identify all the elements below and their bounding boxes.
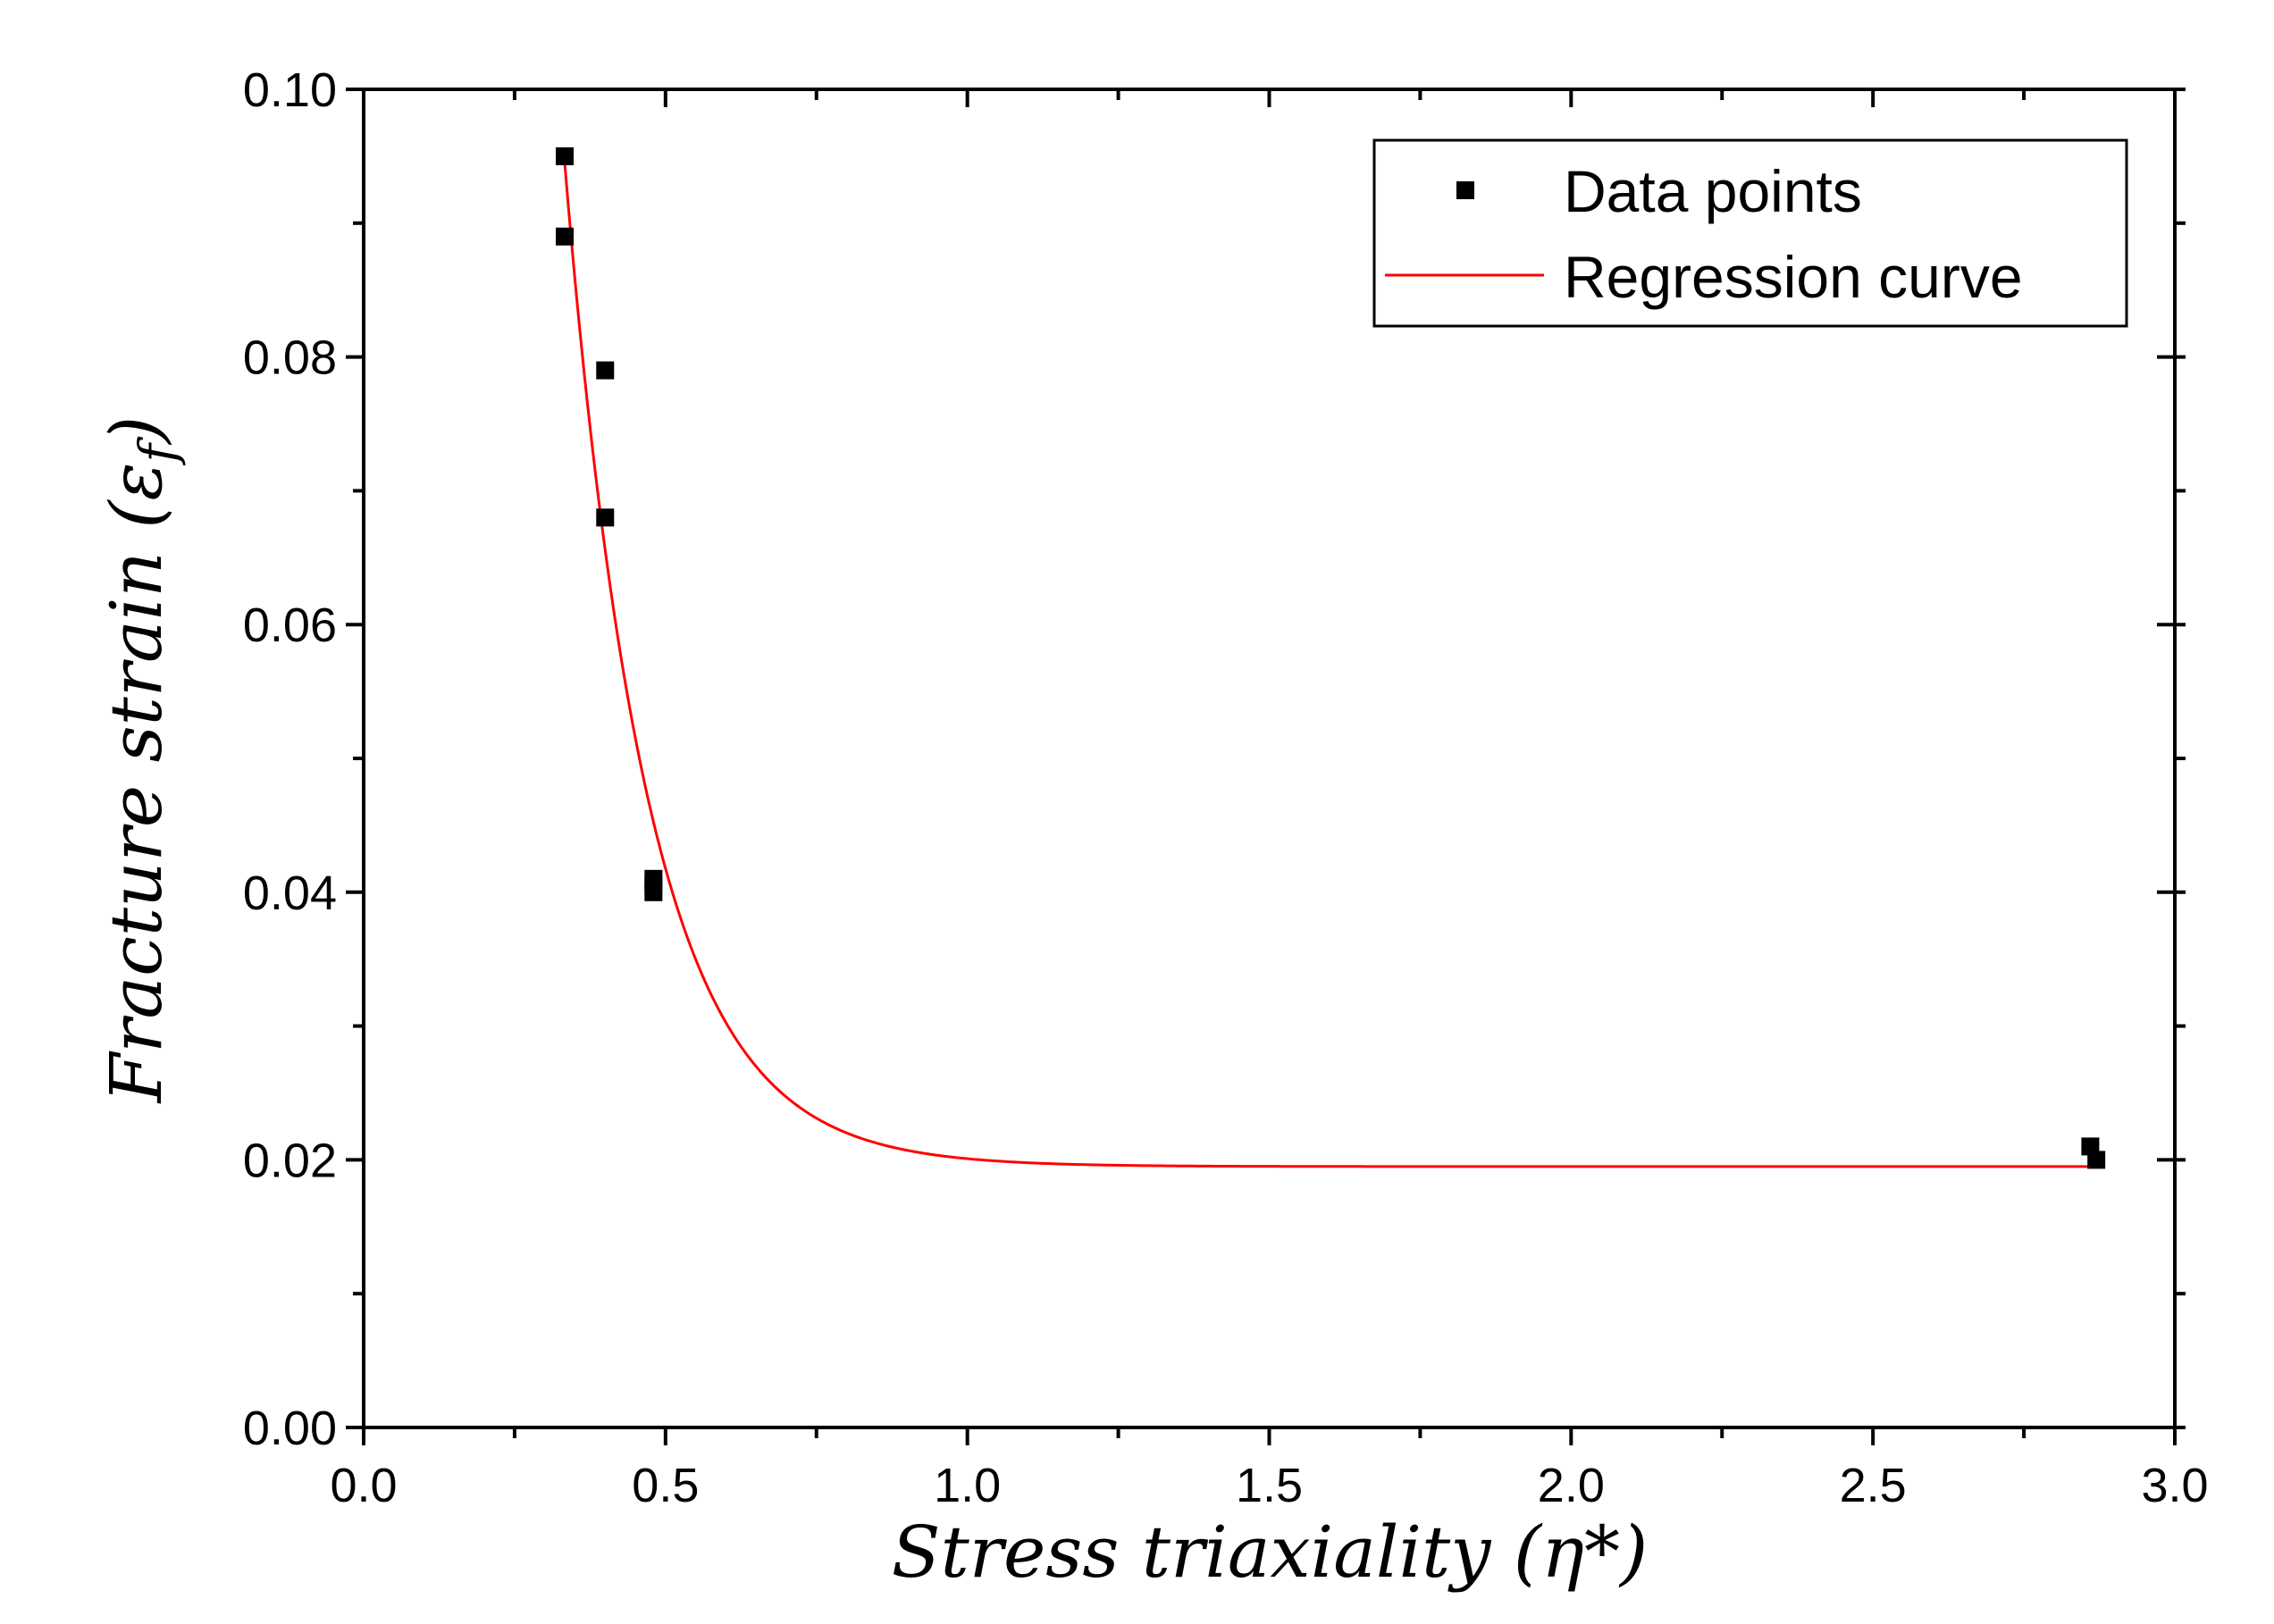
- data-point: [596, 508, 615, 527]
- y-tick-label: 0.00: [243, 1402, 337, 1455]
- x-axis-title: Stress triaxiality (η*): [892, 1511, 1648, 1594]
- x-tick-label: 2.5: [1840, 1459, 1907, 1512]
- y-axis-title-main: Fracture strain (ε: [95, 463, 178, 1105]
- y-tick-label: 0.02: [243, 1134, 337, 1187]
- data-point: [644, 883, 663, 901]
- data-point: [2087, 1151, 2106, 1169]
- regression-layer: [563, 163, 2097, 1168]
- y-axis-title-close: ): [95, 416, 178, 446]
- y-tick-label: 0.10: [243, 63, 337, 117]
- data-point: [596, 361, 615, 380]
- y-tick-label: 0.08: [243, 331, 337, 385]
- y-tick-label: 0.06: [243, 599, 337, 652]
- tick-labels-layer: 0.0 0.5 1.0 1.5 2.0 2.5 3.0 0.00 0.02 0.04 0.06 0.0…: [243, 63, 2209, 1512]
- x-tick-label: 1.5: [1236, 1459, 1303, 1512]
- x-tick-label: 2.0: [1538, 1459, 1605, 1512]
- data-point: [555, 146, 574, 165]
- points-layer: [555, 146, 2106, 1169]
- x-tick-label: 3.0: [2141, 1459, 2208, 1512]
- legend-label-regression-curve: Regression curve: [1564, 244, 2023, 310]
- x-tick-label: 1.0: [934, 1459, 1001, 1512]
- legend-box: [1372, 138, 2128, 328]
- y-axis-title: Fracture strain (εf): [95, 416, 188, 1105]
- ticks-layer: [346, 88, 2186, 1445]
- legend-label-data-points: Data points: [1564, 158, 1862, 224]
- y-tick-label: 0.04: [243, 866, 337, 920]
- legend-marker-square: [1456, 181, 1474, 199]
- legend: Data points Regression curve: [1372, 138, 2128, 328]
- x-tick-label: 0.5: [632, 1459, 699, 1512]
- x-tick-label: 0.0: [330, 1459, 397, 1512]
- data-point: [555, 227, 574, 246]
- regression-curve: [563, 163, 2097, 1168]
